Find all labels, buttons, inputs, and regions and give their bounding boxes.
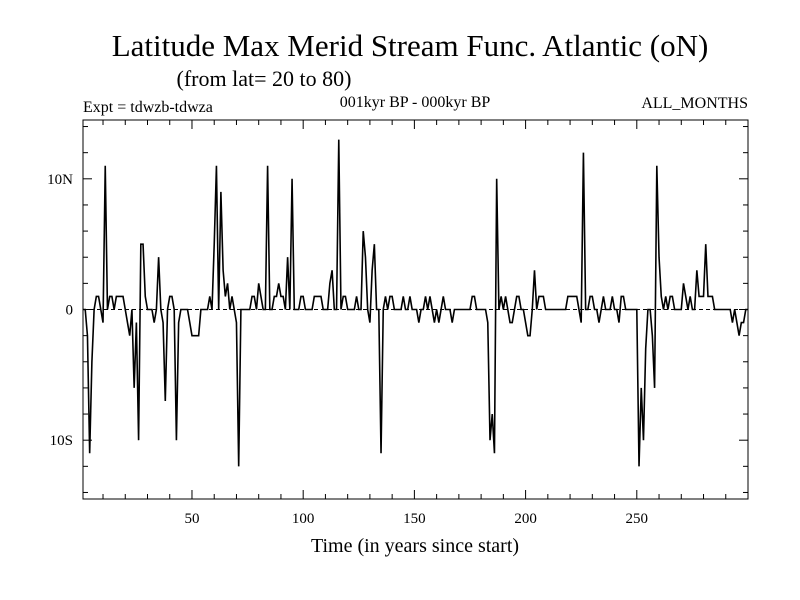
expt-label: Expt = tdwzb-tdwza — [83, 99, 213, 116]
y-tick-label: 10S — [50, 433, 73, 449]
chart-subtitle: (from lat= 20 to 80) — [177, 66, 352, 91]
x-tick-label: 100 — [292, 511, 315, 527]
x-tick-label: 250 — [626, 511, 649, 527]
x-tick-label: 200 — [514, 511, 537, 527]
x-tick-label: 150 — [403, 511, 426, 527]
period-label: 001kyr BP - 000kyr BP — [340, 94, 491, 111]
y-tick-label: 0 — [66, 303, 74, 319]
chart-title: Latitude Max Merid Stream Func. Atlantic… — [112, 28, 709, 63]
y-tick-label: 10N — [47, 172, 73, 188]
x-axis-label: Time (in years since start) — [311, 535, 519, 557]
series-line-latitude_max — [83, 139, 748, 467]
months-label: ALL_MONTHS — [641, 95, 748, 112]
plot-area: 50 100 150 200 250 10N 0 10S — [47, 119, 749, 527]
x-tick-label: 50 — [184, 511, 199, 527]
